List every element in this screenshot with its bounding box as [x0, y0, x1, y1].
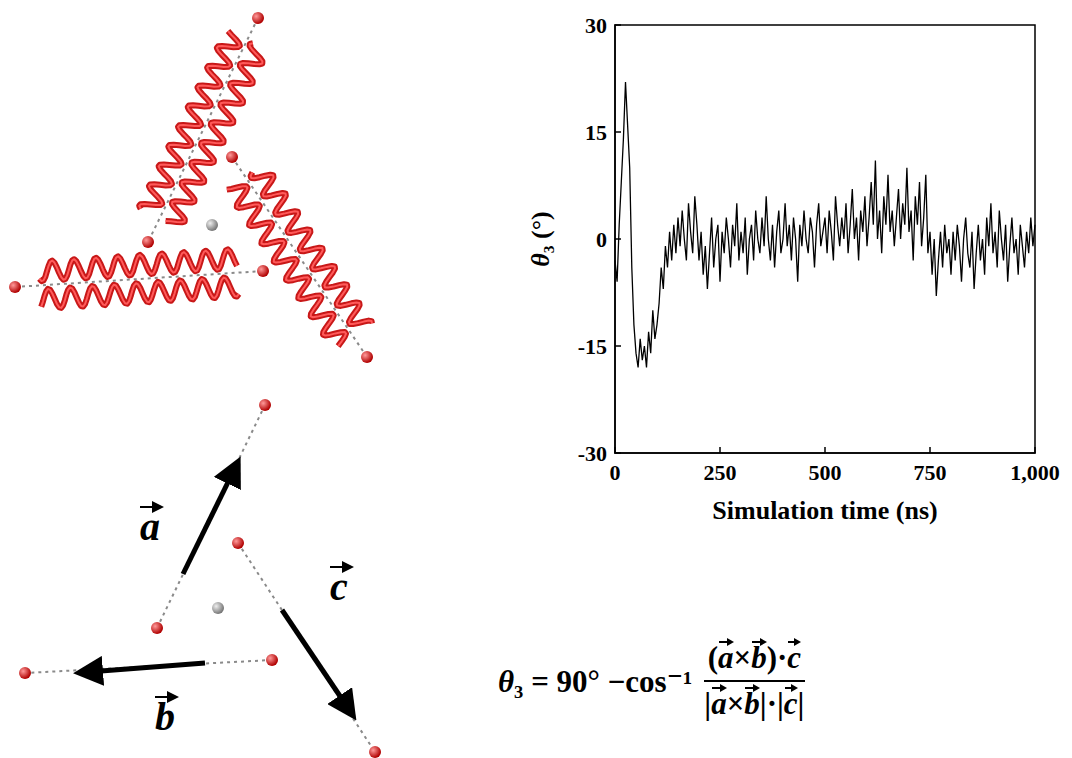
svg-text:250: 250: [704, 460, 737, 485]
html-text:(a × b) · c: (a × b) · c: [707, 640, 802, 675]
svg-text:Simulation time (ns): Simulation time (ns): [712, 496, 937, 525]
svg-text:θ: θ: [526, 253, 555, 267]
svg-text:a: a: [140, 504, 160, 549]
svg-text:0: 0: [596, 227, 607, 252]
svg-text:0: 0: [610, 460, 621, 485]
html-text:| a × b | · | c |: | a × b | · | c |: [704, 686, 805, 721]
svg-text:1,000: 1,000: [1010, 460, 1060, 485]
svg-text:c: c: [330, 564, 348, 609]
svg-text:15: 15: [585, 120, 607, 145]
svg-text:₃ (°): ₃ (°): [526, 211, 555, 253]
html-text:θ ₃ = 90° −cos⁻¹: θ ₃ = 90° −cos⁻¹: [498, 663, 693, 699]
svg-text:750: 750: [914, 460, 947, 485]
svg-text:500: 500: [809, 460, 842, 485]
svg-text:-30: -30: [578, 441, 607, 466]
svg-text:30: 30: [585, 13, 607, 38]
svg-text:b: b: [155, 694, 175, 739]
svg-text:-15: -15: [578, 334, 607, 359]
